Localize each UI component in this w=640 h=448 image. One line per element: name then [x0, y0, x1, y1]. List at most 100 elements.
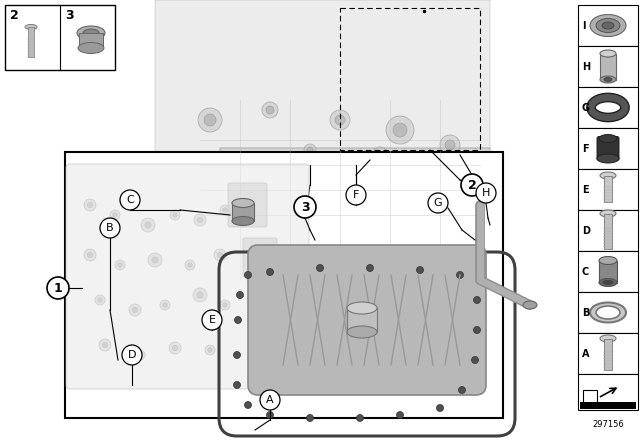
Ellipse shape: [600, 335, 616, 342]
Circle shape: [122, 345, 142, 365]
Ellipse shape: [523, 301, 537, 309]
Bar: [578, 210, 638, 251]
Text: D: D: [128, 350, 136, 360]
Ellipse shape: [604, 78, 612, 82]
Circle shape: [218, 252, 223, 258]
Bar: [604, 176, 612, 202]
Circle shape: [476, 183, 496, 203]
Text: F: F: [353, 190, 359, 200]
Ellipse shape: [590, 14, 626, 36]
Circle shape: [118, 263, 122, 267]
Circle shape: [397, 412, 403, 418]
Ellipse shape: [77, 26, 105, 40]
Text: F: F: [582, 143, 589, 154]
Ellipse shape: [600, 50, 616, 57]
Circle shape: [262, 102, 278, 118]
Bar: [578, 292, 638, 333]
Circle shape: [393, 123, 407, 137]
Circle shape: [87, 202, 93, 208]
Circle shape: [266, 106, 274, 114]
Circle shape: [244, 401, 252, 409]
Bar: [65, 152, 503, 418]
Text: A: A: [266, 395, 274, 405]
Bar: [578, 374, 638, 410]
Circle shape: [193, 288, 207, 302]
Text: C: C: [582, 267, 589, 276]
Circle shape: [474, 327, 481, 333]
Circle shape: [372, 147, 388, 163]
Text: 3: 3: [301, 201, 309, 214]
Circle shape: [346, 185, 366, 205]
Circle shape: [47, 277, 69, 299]
Bar: [578, 128, 638, 169]
Text: B: B: [106, 223, 114, 233]
Circle shape: [99, 339, 111, 351]
Circle shape: [138, 353, 142, 357]
Ellipse shape: [600, 76, 616, 83]
Circle shape: [115, 260, 125, 270]
Circle shape: [260, 390, 280, 410]
Ellipse shape: [599, 257, 617, 264]
Circle shape: [294, 196, 316, 218]
Circle shape: [445, 140, 455, 150]
Circle shape: [222, 152, 238, 168]
Circle shape: [440, 135, 460, 155]
Circle shape: [386, 116, 414, 144]
Text: E: E: [209, 315, 216, 325]
Circle shape: [367, 264, 374, 271]
Text: 2: 2: [10, 9, 19, 22]
Ellipse shape: [599, 279, 617, 287]
Circle shape: [304, 144, 316, 156]
Circle shape: [163, 303, 167, 307]
Bar: [5, 5, 115, 70]
Circle shape: [204, 114, 216, 126]
Ellipse shape: [232, 198, 254, 207]
Bar: [28, 27, 34, 57]
Circle shape: [234, 316, 241, 323]
Circle shape: [307, 147, 313, 153]
Circle shape: [100, 218, 120, 238]
Circle shape: [223, 208, 227, 212]
Circle shape: [145, 222, 151, 228]
Bar: [578, 46, 638, 87]
Bar: [604, 214, 612, 249]
Circle shape: [113, 213, 117, 217]
Circle shape: [234, 352, 241, 358]
Circle shape: [102, 342, 108, 348]
Text: C: C: [126, 195, 134, 205]
Bar: [600, 53, 616, 79]
Circle shape: [95, 295, 105, 305]
Ellipse shape: [596, 18, 620, 33]
Circle shape: [458, 387, 465, 393]
Circle shape: [424, 164, 436, 176]
Ellipse shape: [590, 302, 626, 323]
Text: D: D: [582, 225, 590, 236]
Circle shape: [188, 263, 192, 267]
Circle shape: [220, 205, 230, 215]
Circle shape: [170, 210, 180, 220]
Circle shape: [226, 156, 234, 164]
Circle shape: [141, 218, 155, 232]
Circle shape: [185, 260, 195, 270]
Circle shape: [472, 357, 479, 363]
Circle shape: [198, 108, 222, 132]
Circle shape: [208, 348, 212, 352]
Bar: [599, 260, 617, 283]
Circle shape: [132, 307, 138, 313]
Circle shape: [194, 214, 206, 226]
Circle shape: [317, 264, 323, 271]
Circle shape: [152, 257, 158, 263]
Circle shape: [427, 167, 433, 173]
Circle shape: [266, 412, 273, 418]
Circle shape: [417, 267, 424, 273]
Circle shape: [307, 414, 314, 422]
Bar: [578, 333, 638, 374]
Circle shape: [223, 303, 227, 307]
Circle shape: [220, 300, 230, 310]
Circle shape: [98, 298, 102, 302]
FancyBboxPatch shape: [243, 238, 277, 277]
Circle shape: [135, 350, 145, 360]
Text: E: E: [582, 185, 589, 194]
Ellipse shape: [25, 25, 37, 30]
Circle shape: [234, 382, 241, 388]
